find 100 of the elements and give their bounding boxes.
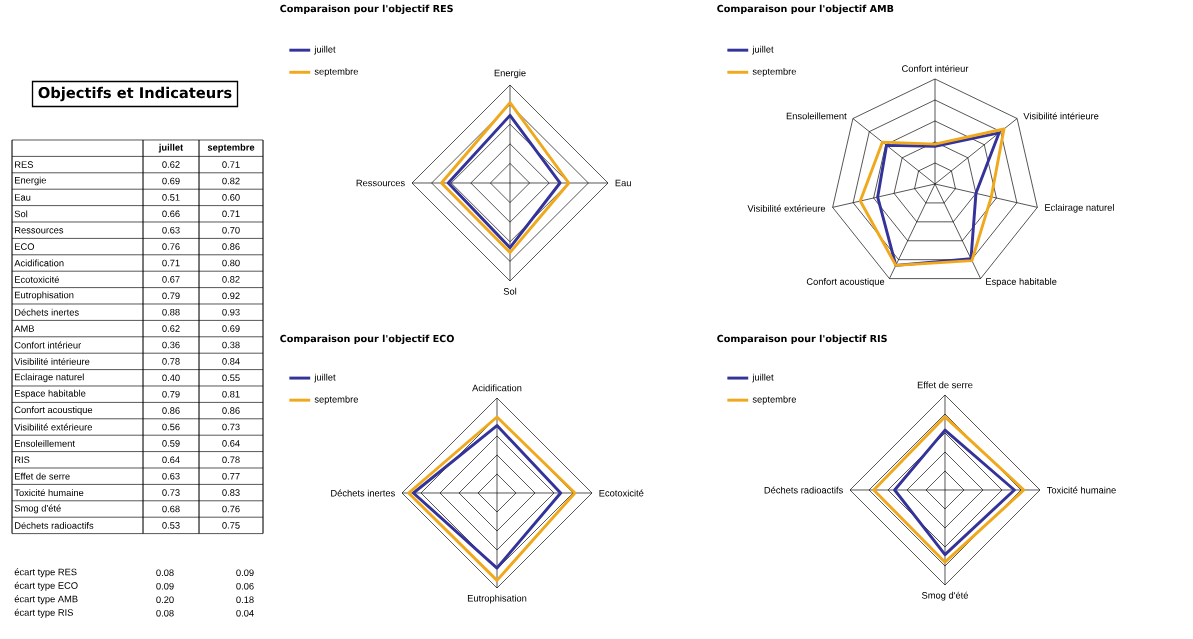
data-label: 0.79 [162, 292, 180, 300]
data-label: 0.38 [222, 341, 240, 349]
category-label: RES [15, 161, 34, 168]
data-label: 0.63 [162, 226, 180, 234]
category-label: écart type AMB [14, 595, 78, 605]
spoke-label: Energie [494, 69, 526, 79]
data-label: 0.82 [222, 177, 240, 185]
spoke-label: Déchets inertes [331, 489, 395, 497]
legend-label: septembre [314, 67, 359, 77]
spoke-label: Espace habitable [986, 278, 1057, 287]
category-label: Eutrophisation [15, 291, 74, 301]
data-label: 0.08 [156, 569, 174, 577]
category-label: AMB [14, 325, 35, 332]
spoke-label: Visibilité extérieure [747, 204, 826, 212]
data-label: 0.18 [236, 596, 254, 604]
chart-title: Comparaison pour l'objectif RES [280, 4, 453, 15]
category-label: Toxicité humaine [14, 489, 84, 497]
data-label: 0.71 [222, 210, 240, 218]
data-label: 0.69 [222, 325, 240, 332]
spoke-label: Eau [615, 179, 631, 187]
data-label: 0.64 [222, 440, 240, 447]
category-label: Ecotoxicité [15, 275, 59, 283]
category-label: Acidification [14, 259, 64, 267]
data-label: 0.09 [156, 582, 174, 590]
legend-label: septembre [314, 395, 359, 405]
category-label: ECO [15, 243, 35, 250]
chart-title: Comparaison pour l'objectif ECO [280, 334, 454, 345]
data-label: 0.67 [162, 276, 180, 283]
data-label: 0.86 [222, 243, 240, 250]
data-label: 0.80 [222, 259, 240, 267]
category-label: Ressources [15, 226, 64, 234]
data-label: 0.73 [222, 423, 240, 431]
data-label: 0.78 [222, 456, 240, 464]
data-label: 0.86 [222, 407, 240, 414]
category-label: Déchets radioactifs [15, 521, 94, 529]
category-label: écart type RES [14, 568, 77, 578]
legend-label: septembre [752, 395, 797, 405]
text: juillet [158, 143, 184, 153]
category-label: Sol [14, 210, 28, 218]
text: septembre [207, 143, 255, 153]
category-label: écart type ECO [14, 581, 78, 591]
data-label: 0.82 [222, 276, 240, 283]
data-label: 0.83 [222, 489, 240, 496]
data-label: 0.86 [162, 407, 180, 414]
data-label: 0.08 [156, 609, 174, 617]
data-label: 0.60 [222, 194, 240, 201]
spoke-label: Ensoleillement [786, 112, 847, 120]
category-label: Confort intérieur [14, 341, 82, 349]
data-label: 0.93 [222, 308, 240, 316]
data-label: 0.62 [162, 161, 180, 168]
data-label: 0.64 [162, 456, 180, 464]
legend-label: juillet [752, 373, 774, 383]
data-label: 0.79 [162, 390, 180, 398]
data-label: 0.04 [236, 609, 254, 617]
spoke-label: Eutrophisation [467, 594, 527, 604]
data-label: 0.40 [162, 374, 180, 382]
category-label: Espace habitable [15, 389, 86, 399]
data-label: 0.53 [162, 522, 180, 529]
spoke-label: Visibilité intérieure [1023, 112, 1099, 120]
data-label: 0.06 [236, 582, 254, 590]
spoke-label: Ressources [356, 179, 405, 187]
data-label: 0.55 [222, 374, 240, 382]
data-label: 0.77 [222, 472, 240, 480]
text: Objectifs et Indicateurs [38, 86, 232, 102]
category-label: Smog d'été [14, 504, 61, 514]
category-label: Eclairage naturel [15, 373, 84, 383]
category-label: écart type RIS [14, 608, 73, 618]
data-label: 0.84 [222, 358, 240, 365]
data-label: 0.20 [156, 596, 174, 604]
data-label: 0.09 [236, 569, 254, 577]
data-label: 0.73 [162, 489, 180, 496]
category-label: RIS [15, 456, 30, 464]
category-label: Effet de serre [15, 472, 70, 480]
data-label: 0.92 [222, 292, 240, 300]
data-label: 0.76 [162, 243, 180, 250]
category-label: Visibilité extérieure [14, 423, 92, 431]
spoke-label: Confort intérieur [902, 64, 969, 72]
legend-label: juillet [314, 373, 336, 383]
legend-label: juillet [752, 45, 774, 55]
category-label: Ensoleillement [15, 439, 75, 447]
data-label: 0.63 [162, 472, 180, 480]
data-label: 0.36 [162, 341, 180, 349]
spoke-label: Smog d'été [921, 591, 969, 601]
chart-title: Comparaison pour l'objectif RIS [717, 334, 887, 345]
category-label: Energie [15, 176, 47, 186]
data-label: 0.81 [222, 390, 240, 398]
spoke-label: Eclairage naturel [1045, 203, 1114, 213]
spoke-label: Acidification [472, 384, 522, 392]
data-label: 0.71 [222, 161, 240, 168]
category-label: Déchets inertes [15, 308, 79, 316]
category-label: Confort acoustique [14, 406, 93, 415]
spoke-label: Sol [503, 287, 517, 295]
spoke-label: Déchets radioactifs [764, 486, 843, 494]
spoke-label: Toxicité humaine [1046, 486, 1116, 494]
spoke-label: Effet de serre [917, 381, 973, 389]
data-label: 0.68 [162, 505, 180, 513]
data-label: 0.78 [162, 358, 180, 365]
data-label: 0.76 [222, 505, 240, 513]
data-label: 0.70 [222, 226, 240, 234]
category-label: Visibilité intérieure [14, 357, 90, 365]
